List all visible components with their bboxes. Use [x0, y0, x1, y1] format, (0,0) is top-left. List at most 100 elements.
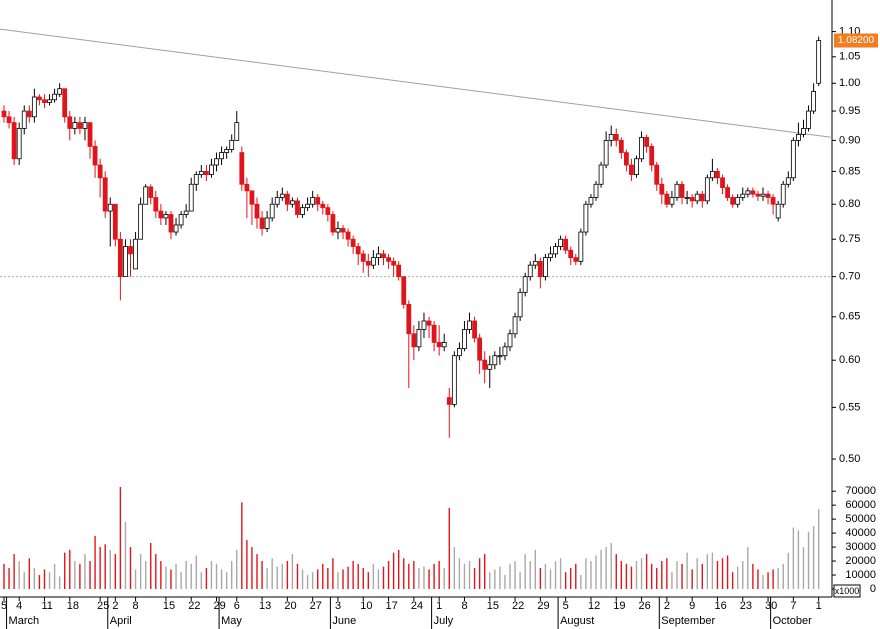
candle-body [684, 197, 690, 199]
candle-body [117, 238, 123, 278]
candle-body [123, 246, 128, 278]
candle-body [715, 170, 720, 179]
candle-body [26, 110, 32, 118]
candle-body [806, 110, 811, 129]
candle-body [102, 177, 108, 212]
candle-body [613, 133, 619, 141]
x-tick-label: 15 [487, 600, 499, 612]
candle-body [1, 110, 7, 118]
candle-body [421, 320, 427, 330]
candle-body [543, 257, 548, 278]
y-tick-label: 0.60 [839, 354, 860, 366]
y-tick-label: 0.70 [839, 271, 860, 283]
y-tick-label: 1.00 [839, 77, 860, 89]
x-tick-label: 1 [436, 600, 442, 612]
candle-body [300, 207, 305, 215]
x-tick-label: 1 [816, 600, 822, 612]
x-tick-label: 8 [133, 600, 139, 612]
candle-body [219, 152, 224, 160]
x-tick-label: 4 [16, 600, 22, 612]
candle-body [735, 197, 741, 205]
candle-body [669, 197, 675, 205]
candle-body [446, 397, 452, 405]
candle-body [168, 214, 174, 233]
candle-body [588, 197, 594, 205]
candle-body [173, 224, 179, 233]
candle-body [760, 193, 766, 197]
candle-body [158, 210, 164, 219]
candle-body [477, 337, 483, 361]
candle-body [365, 260, 371, 266]
y-tick-label: 0.65 [839, 311, 860, 323]
x-tick-label: 25 [97, 600, 109, 612]
volume-tick-label: 10000 [845, 569, 876, 581]
candle-body [578, 231, 584, 262]
month-label: April [110, 615, 132, 627]
candle-body [801, 128, 806, 135]
x-tick-label: 22 [512, 600, 524, 612]
candle-body [537, 260, 543, 278]
candle-body [87, 122, 93, 147]
candle-body [315, 197, 321, 205]
candle-body [37, 96, 42, 101]
candle-body [396, 264, 402, 278]
volume-tick-label: 50000 [845, 513, 876, 525]
x-tick-label: 15 [163, 600, 175, 612]
candle-body [456, 348, 462, 357]
candle-body [411, 333, 417, 348]
candle-body [350, 238, 356, 247]
candle-body [644, 136, 650, 147]
candle-body [492, 355, 498, 366]
candle-body [598, 164, 604, 185]
candle-body [548, 253, 553, 259]
y-tick-label: 0.50 [839, 453, 860, 465]
x-tick-label: 2 [664, 600, 670, 612]
x-tick-label: 13 [259, 600, 271, 612]
candle-body [305, 203, 311, 209]
volume-tick-label: 60000 [845, 499, 876, 511]
volume-tick-label: 0 [870, 583, 876, 595]
candle-body [6, 116, 12, 124]
candle-body [188, 183, 194, 212]
month-label: September [661, 615, 715, 627]
candle-body [507, 333, 513, 348]
candle-body [133, 238, 138, 270]
candle-body [634, 158, 639, 175]
candle-body [325, 207, 331, 215]
candle-body [816, 40, 822, 84]
x-tick-label: 20 [284, 600, 296, 612]
candle-body [710, 170, 715, 179]
volume-tick-label: 40000 [845, 527, 876, 539]
candle-body [279, 193, 285, 198]
x-tick-label: 29 [214, 600, 226, 612]
candle-body [517, 291, 523, 318]
volume-tick-label: 30000 [845, 541, 876, 553]
candle-body [67, 116, 73, 129]
candle-body [224, 149, 230, 153]
candle-body [451, 355, 457, 405]
y-tick-label: 0.85 [839, 165, 860, 177]
x-tick-label: 29 [537, 600, 549, 612]
candle-body [264, 217, 270, 229]
candle-body [689, 197, 695, 202]
candle-body [92, 146, 98, 166]
candle-body [568, 249, 574, 259]
x-tick-label: 24 [411, 600, 423, 612]
x-tick-label: 2 [112, 600, 118, 612]
candle-body [725, 187, 730, 198]
candle-body [406, 304, 412, 335]
candle-body [704, 177, 710, 202]
month-label: June [332, 615, 356, 627]
candle-body [796, 133, 801, 141]
x-tick-label: 27 [310, 600, 322, 612]
candle-body [57, 88, 63, 95]
y-tick-label: 0.80 [839, 198, 860, 210]
candle-body [623, 152, 629, 166]
candle-body [310, 197, 316, 205]
candle-body [401, 276, 407, 305]
candle-body [209, 164, 214, 175]
candle-body [659, 183, 665, 195]
x-tick-label: 17 [386, 600, 398, 612]
